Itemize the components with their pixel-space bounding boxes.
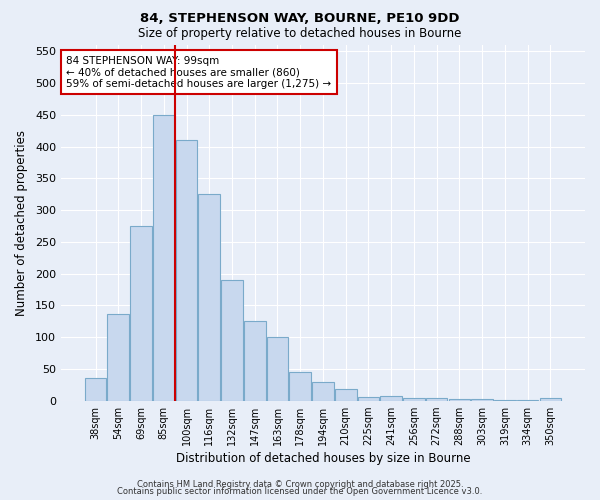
Bar [403, 398, 425, 400]
Text: Size of property relative to detached houses in Bourne: Size of property relative to detached ho… [139, 28, 461, 40]
Bar [539, 398, 561, 400]
Text: Contains HM Land Registry data © Crown copyright and database right 2025.: Contains HM Land Registry data © Crown c… [137, 480, 463, 489]
X-axis label: Distribution of detached houses by size in Bourne: Distribution of detached houses by size … [176, 452, 470, 465]
Bar [380, 396, 402, 400]
Text: Contains public sector information licensed under the Open Government Licence v3: Contains public sector information licen… [118, 488, 482, 496]
Bar [312, 382, 334, 400]
Bar [153, 115, 175, 401]
Bar [266, 337, 288, 400]
Text: 84, STEPHENSON WAY, BOURNE, PE10 9DD: 84, STEPHENSON WAY, BOURNE, PE10 9DD [140, 12, 460, 26]
Bar [289, 372, 311, 400]
Bar [107, 314, 129, 400]
Y-axis label: Number of detached properties: Number of detached properties [15, 130, 28, 316]
Bar [221, 280, 243, 400]
Bar [199, 194, 220, 400]
Bar [358, 397, 379, 400]
Bar [335, 390, 356, 400]
Bar [244, 322, 266, 400]
Bar [85, 378, 106, 400]
Bar [130, 226, 152, 400]
Bar [426, 398, 448, 400]
Text: 84 STEPHENSON WAY: 99sqm
← 40% of detached houses are smaller (860)
59% of semi-: 84 STEPHENSON WAY: 99sqm ← 40% of detach… [66, 56, 331, 89]
Bar [176, 140, 197, 400]
